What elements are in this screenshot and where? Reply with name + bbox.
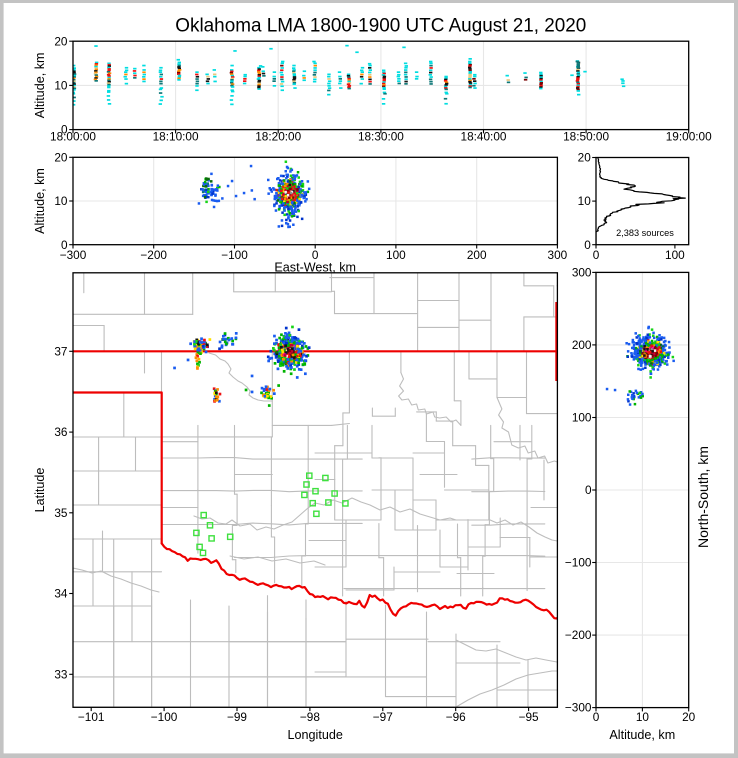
svg-text:33: 33 <box>54 667 68 681</box>
svg-text:−100: −100 <box>221 248 248 262</box>
svg-text:Altitude, km: Altitude, km <box>33 53 47 119</box>
svg-text:20: 20 <box>578 151 592 165</box>
svg-text:18:50:00: 18:50:00 <box>563 130 609 144</box>
svg-text:−95: −95 <box>519 710 539 724</box>
svg-text:0: 0 <box>61 238 68 252</box>
svg-text:0: 0 <box>61 123 68 137</box>
svg-text:−98: −98 <box>300 710 320 724</box>
svg-text:10: 10 <box>636 710 650 724</box>
svg-text:37: 37 <box>54 344 67 358</box>
svg-text:−100: −100 <box>565 556 592 570</box>
svg-text:10: 10 <box>54 194 68 208</box>
svg-text:−200: −200 <box>140 248 167 262</box>
svg-text:35: 35 <box>54 506 68 520</box>
svg-text:North-South, km: North-South, km <box>695 446 711 548</box>
svg-text:0: 0 <box>593 710 600 724</box>
svg-text:Altitude, km: Altitude, km <box>33 168 47 234</box>
svg-text:−300: −300 <box>60 248 87 262</box>
svg-text:2,383 sources: 2,383 sources <box>616 228 674 238</box>
svg-text:20: 20 <box>54 150 68 164</box>
svg-text:19:00:00: 19:00:00 <box>666 130 712 144</box>
svg-text:−96: −96 <box>446 710 466 724</box>
svg-text:0: 0 <box>593 248 600 262</box>
svg-text:Latitude: Latitude <box>33 468 47 513</box>
svg-text:−99: −99 <box>227 710 247 724</box>
svg-text:18:30:00: 18:30:00 <box>358 130 404 144</box>
svg-text:Longitude: Longitude <box>288 728 343 742</box>
svg-text:−100: −100 <box>151 710 178 724</box>
svg-text:18:10:00: 18:10:00 <box>153 130 199 144</box>
svg-text:200: 200 <box>467 248 487 262</box>
svg-text:300: 300 <box>572 266 592 280</box>
svg-text:−200: −200 <box>565 628 592 642</box>
svg-text:18:40:00: 18:40:00 <box>461 130 507 144</box>
svg-text:East-West, km: East-West, km <box>274 260 356 274</box>
svg-text:−97: −97 <box>373 710 393 724</box>
svg-text:0: 0 <box>584 238 591 252</box>
svg-text:100: 100 <box>665 248 685 262</box>
svg-text:20: 20 <box>682 710 696 724</box>
svg-text:36: 36 <box>54 425 68 439</box>
svg-text:10: 10 <box>54 79 68 93</box>
svg-text:−101: −101 <box>78 710 105 724</box>
svg-text:18:20:00: 18:20:00 <box>255 130 301 144</box>
svg-text:0: 0 <box>585 483 592 497</box>
svg-text:−300: −300 <box>565 701 592 715</box>
svg-text:34: 34 <box>54 587 68 601</box>
svg-text:18:00:00: 18:00:00 <box>50 130 96 144</box>
svg-text:200: 200 <box>572 338 592 352</box>
svg-text:10: 10 <box>578 194 592 208</box>
svg-text:100: 100 <box>572 411 592 425</box>
svg-text:100: 100 <box>386 248 406 262</box>
svg-text:20: 20 <box>54 34 68 48</box>
svg-text:Altitude, km: Altitude, km <box>609 728 675 742</box>
svg-text:Oklahoma LMA 1800-1900 UTC Aug: Oklahoma LMA 1800-1900 UTC August 21, 20… <box>175 15 586 36</box>
svg-text:300: 300 <box>548 248 568 262</box>
svg-text:0: 0 <box>312 248 319 262</box>
